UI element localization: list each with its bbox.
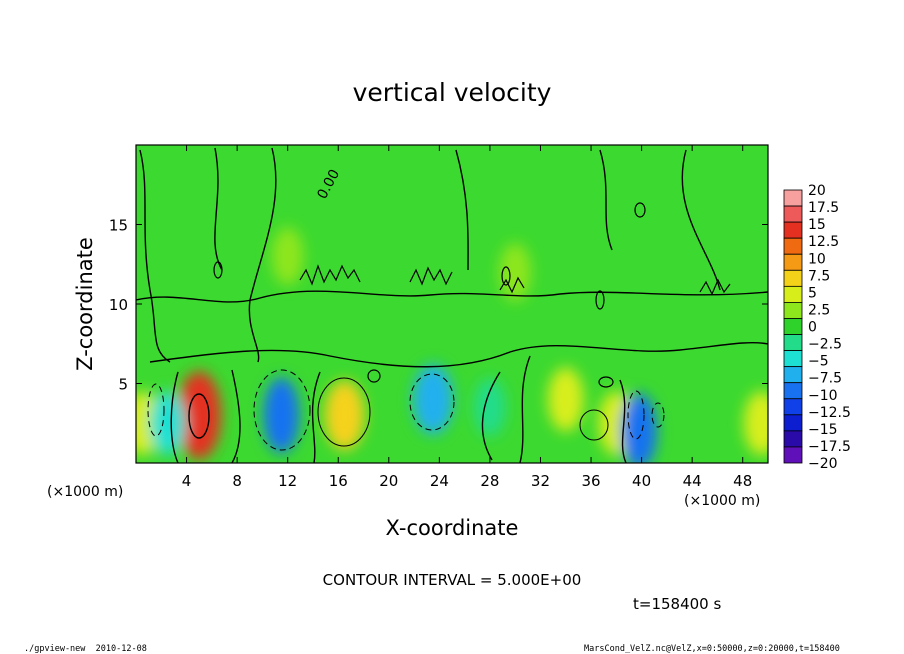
- x-tick-label: 16: [329, 472, 348, 490]
- colorbar-swatch: [783, 446, 803, 464]
- x-tick-label: 24: [430, 472, 449, 490]
- colorbar-swatch: [783, 221, 803, 239]
- footer-left: ./gpview-new 2010-12-08: [24, 644, 147, 654]
- colorbar-swatch: [783, 334, 803, 351]
- colorbar-level-label: −20: [808, 456, 838, 472]
- heatmap-cell: [413, 364, 454, 435]
- turbulent-contour-band: [213, 202, 731, 388]
- colorbar-swatch: [783, 237, 803, 255]
- footer-right: MarsCond_VelZ.nc@VelZ,x=0:50000,z=0:2000…: [584, 644, 840, 654]
- colorbar-swatch: [783, 382, 803, 400]
- colorbar-swatch: [783, 189, 803, 207]
- contour-negative: [253, 369, 311, 451]
- colorbar-level-label: 5: [808, 285, 817, 301]
- colorbar-level-label: −5: [808, 354, 829, 370]
- colorbar-swatch: [783, 398, 803, 416]
- colorbar-swatch: [783, 269, 803, 287]
- heatmap-cell: [271, 227, 304, 286]
- colorbar-swatch: [783, 318, 803, 335]
- colorbar-level-label: −7.5: [808, 371, 842, 387]
- y-unit-label: (×1000 m): [47, 484, 123, 500]
- contour-zero-line: [481, 371, 501, 461]
- x-tick-label: 36: [581, 472, 600, 490]
- colorbar-level-label: 10: [808, 251, 826, 267]
- contour-zero-line: [619, 379, 627, 463]
- colorbar-level-label: −15: [808, 422, 838, 438]
- colorbar-level-label: 15: [808, 217, 826, 233]
- colorbar-swatch: [783, 205, 803, 223]
- colorbar-level-label: −17.5: [808, 439, 851, 455]
- contour-positive: [188, 393, 210, 439]
- colorbar-swatch: [783, 302, 803, 319]
- x-tick-label: 40: [632, 472, 651, 490]
- x-unit-label: (×1000 m): [684, 493, 760, 509]
- contour-zero-line: [681, 149, 721, 291]
- contour-zero-line: [139, 149, 171, 363]
- x-tick-label: 48: [733, 472, 752, 490]
- colorbar-swatch: [783, 366, 803, 384]
- x-tick-label: 8: [232, 472, 242, 490]
- heatmap-cell: [743, 391, 768, 456]
- colorbar-level-label: 7.5: [808, 268, 830, 284]
- time-label: t=158400 s: [633, 595, 721, 613]
- x-tick-label: 4: [182, 472, 192, 490]
- heatmap-cell: [324, 380, 365, 451]
- plot-background: [136, 145, 768, 463]
- contour-lines: [136, 147, 768, 463]
- x-tick-label: 44: [683, 472, 702, 490]
- contour-zero-line: [149, 342, 768, 368]
- colorbar-swatch: [783, 285, 803, 303]
- contour-zero-line: [599, 149, 613, 251]
- y-tick-label: 5: [118, 376, 128, 394]
- contour-negative: [409, 373, 455, 431]
- colorbar-swatch: [783, 350, 803, 368]
- y-tick-label: 10: [109, 296, 128, 314]
- contour-interval: CONTOUR INTERVAL = 5.000E+00: [323, 571, 582, 589]
- contour-positive: [317, 377, 371, 447]
- heatmap-cell: [149, 391, 186, 456]
- colorbar-level-label: 0: [808, 320, 817, 336]
- colorbar-level-label: −12.5: [808, 405, 851, 421]
- contour-negative: [147, 383, 165, 437]
- contour-zero-line: [214, 147, 223, 271]
- colorbar-level-label: 17.5: [808, 200, 839, 216]
- colorbar-level-label: −2.5: [808, 337, 842, 353]
- heatmap-cell: [499, 243, 532, 302]
- x-tick-label: 20: [379, 472, 398, 490]
- contour-zero-line: [231, 369, 241, 463]
- contour-zero-line: [248, 147, 277, 363]
- x-tick-label: 12: [278, 472, 297, 490]
- heatmap-cell: [473, 378, 506, 437]
- y-axis-label: Z-coordinate: [73, 237, 97, 371]
- contour-negative: [627, 390, 645, 440]
- x-tick-label: 28: [480, 472, 499, 490]
- contour-zero-line: [455, 149, 469, 271]
- y-tick-label: 15: [109, 217, 128, 235]
- heatmap-cell: [621, 393, 658, 463]
- contour-zero-line: [170, 371, 179, 463]
- heatmap-cell: [547, 367, 584, 432]
- heatmap-cell: [177, 371, 222, 460]
- colorbar-swatch: [783, 430, 803, 448]
- contour-positive: [579, 409, 609, 441]
- contour-negative: [651, 402, 665, 428]
- x-axis-label: X-coordinate: [386, 516, 519, 540]
- contour-zero-line: [311, 371, 321, 463]
- contour-zero-line: [136, 290, 768, 303]
- heatmap-cell: [263, 377, 300, 454]
- chart-title: vertical velocity: [353, 78, 552, 107]
- colorbar-level-label: 12.5: [808, 234, 839, 250]
- colorbar-level-label: 2.5: [808, 302, 830, 318]
- colorbar-swatch: [783, 414, 803, 432]
- colorbar-swatch: [783, 253, 803, 271]
- x-tick-label: 32: [531, 472, 550, 490]
- colorbar-level-label: 20: [808, 183, 826, 199]
- contour-zero-line: [519, 355, 531, 463]
- colorbar-level-label: −10: [808, 388, 838, 404]
